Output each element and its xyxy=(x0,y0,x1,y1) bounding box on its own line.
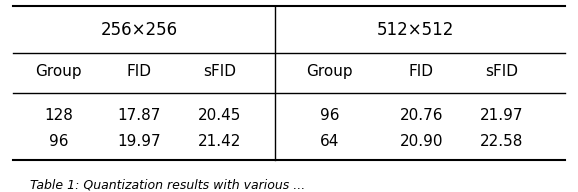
Text: 20.90: 20.90 xyxy=(399,133,443,149)
Text: Group: Group xyxy=(36,64,82,79)
Text: 64: 64 xyxy=(320,133,339,149)
Text: 96: 96 xyxy=(49,133,69,149)
Text: 256×256: 256×256 xyxy=(101,22,178,39)
Text: 17.87: 17.87 xyxy=(118,108,161,123)
Text: 22.58: 22.58 xyxy=(480,133,524,149)
Text: 512×512: 512×512 xyxy=(377,22,454,39)
Text: sFID: sFID xyxy=(203,64,236,79)
Text: 20.45: 20.45 xyxy=(198,108,242,123)
Text: 128: 128 xyxy=(45,108,73,123)
Text: 96: 96 xyxy=(320,108,339,123)
Text: Table 1: Quantization results with various ...: Table 1: Quantization results with vario… xyxy=(30,179,305,192)
Text: Group: Group xyxy=(306,64,353,79)
Text: FID: FID xyxy=(409,64,434,79)
Text: 20.76: 20.76 xyxy=(399,108,443,123)
Text: 19.97: 19.97 xyxy=(118,133,161,149)
Text: 21.97: 21.97 xyxy=(480,108,524,123)
Text: sFID: sFID xyxy=(486,64,518,79)
Text: 21.42: 21.42 xyxy=(198,133,242,149)
Text: FID: FID xyxy=(127,64,152,79)
